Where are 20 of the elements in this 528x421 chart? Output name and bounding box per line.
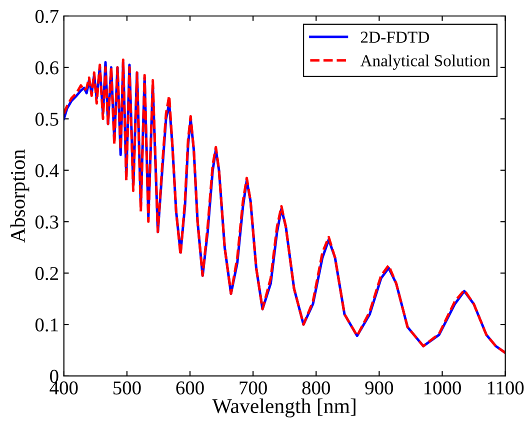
y-tick-label: 0.2 (35, 266, 58, 280)
x-tick-label: 500 (113, 381, 141, 394)
x-tick-label: 1100 (488, 381, 524, 394)
y-tick-label: 0.6 (35, 61, 58, 74)
x-tick-label: 800 (302, 381, 330, 394)
legend-label: 2D-FDTD (360, 32, 429, 43)
x-axis-title: Wavelength [nm] (212, 398, 356, 418)
x-tick-label: 600 (176, 381, 204, 394)
x-tick-label: 700 (240, 381, 267, 394)
y-tick-label: 0 (50, 370, 58, 383)
y-tick-label: 0.4 (35, 164, 59, 178)
legend-label: Analytical Solution (360, 54, 490, 70)
y-tick-label: 0.7 (35, 10, 58, 24)
y-tick-label: 0.1 (35, 318, 58, 332)
x-tick-label: 1000 (424, 381, 461, 394)
y-tick-label: 0.5 (35, 112, 58, 126)
y-tick-label: 0.3 (35, 216, 58, 229)
x-tick-label: 900 (365, 381, 394, 394)
x-tick-label: 400 (50, 381, 78, 394)
y-axis-title: Absorption (10, 149, 30, 243)
